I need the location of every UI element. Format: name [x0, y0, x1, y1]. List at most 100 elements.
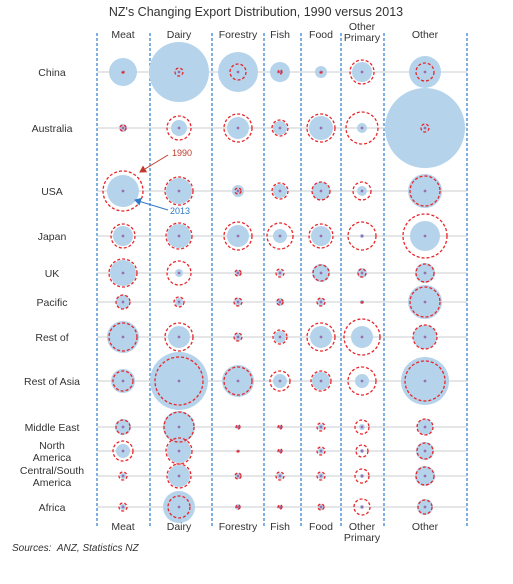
ring-1990: [163, 411, 195, 443]
row-label: Africa: [39, 502, 66, 514]
bubble-center-dot: [177, 271, 181, 275]
ring-1990: [266, 222, 294, 250]
bubble-center-dot: [360, 335, 364, 339]
ring-1990: [112, 370, 134, 392]
ring-1990: [223, 366, 253, 396]
bubble-center-dot: [121, 189, 125, 193]
ring-1990: [164, 322, 194, 352]
ring-1990: [349, 59, 375, 85]
ring-1990: [412, 324, 438, 350]
ring-1990: [316, 471, 326, 481]
bubble-center-dot: [278, 425, 282, 429]
row-labels: China Australia USA Japan UK Pacific Rest of Re…: [20, 67, 84, 514]
bubble-center-dot: [278, 300, 282, 304]
bubble-center-dot: [236, 234, 240, 238]
bubble-center-dot: [121, 335, 125, 339]
bubble-center-dot: [423, 379, 427, 383]
bubble-center-dot: [319, 234, 323, 238]
bubble-center-dot: [360, 70, 364, 74]
bubble-center-dot: [177, 234, 181, 238]
bubble-center-dot: [278, 379, 282, 383]
ring-1990: [102, 170, 144, 212]
ring-1990: [229, 63, 247, 81]
bubble-center-dot: [360, 449, 364, 453]
bubble-center-dot: [319, 379, 323, 383]
row-label: Japan: [38, 231, 67, 243]
bubble-center-dot: [177, 449, 181, 453]
ring-1990: [416, 418, 434, 436]
bubble-center-dot: [177, 70, 181, 74]
ring-1990: [310, 370, 332, 392]
column-header-top: Fish: [270, 29, 290, 41]
bubble-center-dot: [177, 425, 181, 429]
bubble-center-dot: [121, 300, 125, 304]
ring-1990: [409, 175, 441, 207]
ring-1990: [277, 69, 283, 75]
bubble-center-dot: [177, 126, 181, 130]
column-header-bottom: Other: [412, 521, 439, 533]
column-header-bottom: Food: [309, 521, 333, 533]
ring-1990: [108, 258, 138, 288]
bubble-center-dot: [236, 189, 240, 193]
row-label: North: [39, 440, 65, 452]
row-label: Middle East: [25, 422, 80, 434]
column-header-bottom: Meat: [111, 521, 134, 533]
ring-1990: [316, 446, 326, 456]
column-header-top: Forestry: [219, 29, 258, 41]
bubble-center-dot: [236, 70, 240, 74]
bubble-center-dot: [319, 505, 323, 509]
ring-1990: [233, 297, 243, 307]
ring-1990: [355, 444, 369, 458]
ring-1990: [236, 449, 240, 453]
ring-1990: [316, 297, 326, 307]
bubble-center-dot: [121, 449, 125, 453]
row-label: America: [33, 452, 72, 464]
column-header-top: Food: [309, 29, 333, 41]
ring-1990: [312, 264, 330, 282]
annotation-2013: 2013: [170, 206, 190, 216]
source-text: ANZ, Statistics NZ: [56, 543, 140, 554]
bubble-center-dot: [278, 335, 282, 339]
column-header-bottom: Fish: [270, 521, 290, 533]
ring-1990: [316, 422, 326, 432]
bubble-center-dot: [121, 379, 125, 383]
bubble-center-dot: [177, 189, 181, 193]
bubble-center-dot: [121, 474, 125, 478]
ring-1990: [416, 442, 434, 460]
ring-1990: [115, 294, 131, 310]
chart-title: NZ's Changing Export Distribution, 1990 …: [109, 5, 403, 19]
bubble-center-dot: [236, 425, 240, 429]
row-label: UK: [45, 268, 60, 280]
column-header-top: Dairy: [167, 29, 192, 41]
bubble-center-dot: [278, 189, 282, 193]
annotations: 1990 2013: [134, 148, 192, 216]
ring-1990: [234, 269, 242, 277]
bubble-center-dot: [236, 271, 240, 275]
bubble-center-dot: [423, 474, 427, 478]
ring-1990: [108, 322, 138, 352]
annotation-2013-arrow: [134, 197, 169, 211]
ring-1990: [235, 504, 241, 510]
bubble-center-dot: [236, 474, 240, 478]
ring-1990: [121, 70, 125, 74]
ring-1990: [345, 111, 379, 145]
ring-1990: [154, 356, 204, 406]
row-label: America: [33, 477, 72, 489]
bubble-center-dot: [278, 126, 282, 130]
row-label: Pacific: [37, 297, 68, 309]
bubble-center-dot: [236, 335, 240, 339]
bubble-center-dot: [319, 271, 323, 275]
ring-1990: [234, 187, 242, 195]
ring-1990: [277, 424, 283, 430]
ring-1990: [420, 123, 430, 133]
bubble-center-dot: [278, 505, 282, 509]
source-label: Sources:: [12, 543, 52, 554]
ring-1990: [402, 213, 448, 259]
bubble-center-dot: [423, 425, 427, 429]
ring-1990: [271, 119, 289, 137]
ring-1990: [276, 298, 284, 306]
ring-1990: [415, 466, 435, 486]
source-note: Sources: ANZ, Statistics NZ: [12, 543, 139, 554]
ring-1990: [235, 424, 241, 430]
